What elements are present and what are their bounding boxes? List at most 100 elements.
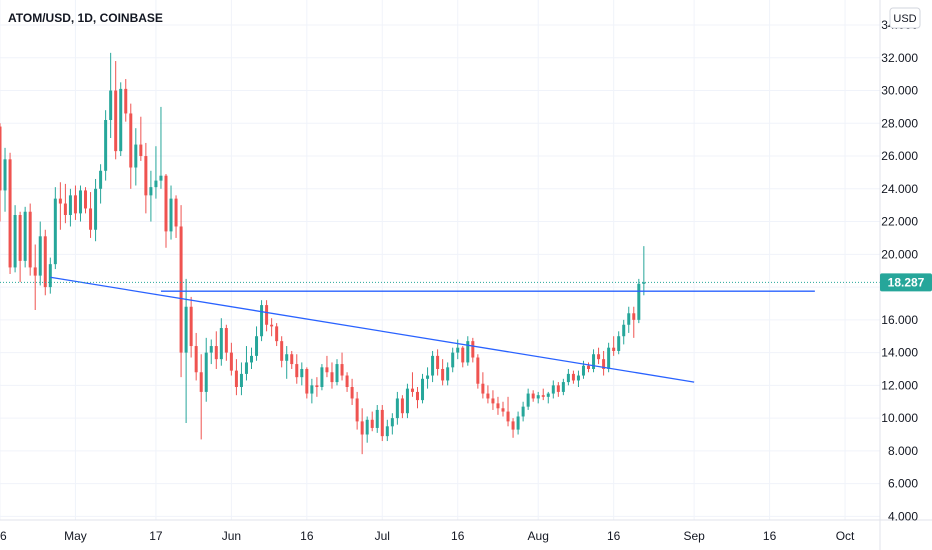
candle xyxy=(380,405,384,442)
y-tick-label: 16.000 xyxy=(881,313,918,327)
candle-body xyxy=(315,385,319,387)
candle-body xyxy=(456,347,460,353)
candle xyxy=(224,324,228,361)
candle-body xyxy=(340,364,344,376)
candle-body xyxy=(23,211,27,261)
candle-body xyxy=(179,226,183,353)
last-price-badge: 18.287 xyxy=(880,273,932,292)
candle xyxy=(149,170,153,222)
candle xyxy=(305,367,309,399)
candle xyxy=(486,385,490,404)
candle xyxy=(174,195,178,238)
candle-body xyxy=(164,175,168,232)
candle xyxy=(441,359,445,386)
candle-body xyxy=(18,215,22,261)
candle xyxy=(129,103,133,189)
candle xyxy=(295,354,299,384)
candle-body xyxy=(260,305,264,337)
candle xyxy=(234,359,238,396)
candle-body xyxy=(365,419,369,435)
candle-body xyxy=(78,190,82,214)
candle-body xyxy=(244,362,248,374)
candle-body xyxy=(566,373,570,383)
candle xyxy=(255,326,259,361)
candle xyxy=(426,367,430,389)
candle-body xyxy=(451,352,455,368)
candle xyxy=(23,206,27,268)
candle-body xyxy=(0,126,2,191)
candle xyxy=(607,342,611,373)
candle xyxy=(114,61,118,160)
x-tick-label: Jul xyxy=(375,529,390,543)
candle xyxy=(360,408,364,455)
y-tick-label: 20.000 xyxy=(881,247,918,261)
candle-body xyxy=(169,198,173,232)
candle-body xyxy=(305,368,309,394)
candle-body xyxy=(109,90,113,121)
candle-body xyxy=(310,385,314,394)
candle xyxy=(43,229,47,296)
candle xyxy=(566,368,570,386)
candle-body xyxy=(526,393,530,407)
candle xyxy=(285,346,289,379)
candle xyxy=(265,300,269,332)
candle xyxy=(617,331,621,355)
candle xyxy=(345,372,349,392)
candle-body xyxy=(597,354,601,360)
y-tick-label: 30.000 xyxy=(881,84,918,98)
y-tick-label: 6.000 xyxy=(888,477,918,491)
y-tick-label: 8.000 xyxy=(888,444,918,458)
grid xyxy=(0,0,880,520)
candle xyxy=(18,211,22,283)
candle-body xyxy=(84,190,88,209)
candle-body xyxy=(265,305,269,325)
candle-body xyxy=(405,388,409,414)
candle-body xyxy=(285,354,289,361)
candle-body xyxy=(280,341,284,361)
x-tick-label: 16 xyxy=(607,529,621,543)
candle-body xyxy=(400,398,404,414)
x-tick-label: Sep xyxy=(683,529,705,543)
candle-body xyxy=(637,283,641,320)
candle-body xyxy=(295,364,299,378)
y-tick-label: 10.000 xyxy=(881,411,918,425)
candle xyxy=(506,396,510,427)
y-tick-label: 14.000 xyxy=(881,346,918,360)
candle xyxy=(546,391,550,404)
candle-body xyxy=(436,355,440,369)
candle-body xyxy=(300,368,304,378)
candle xyxy=(63,183,67,224)
candle-body xyxy=(3,159,7,191)
candle xyxy=(99,164,103,204)
candle-body xyxy=(144,156,148,196)
candle-body xyxy=(466,341,470,363)
candle-body xyxy=(229,352,233,371)
x-axis: 16 May 17 Jun 16 Jul 16 Aug 16 Sep 16 Oct xyxy=(0,519,932,543)
x-tick-label: Jun xyxy=(222,529,241,543)
candle xyxy=(13,205,17,273)
candle-body xyxy=(426,375,430,379)
candle-body xyxy=(486,393,490,399)
candle xyxy=(461,346,465,368)
candle xyxy=(622,319,626,345)
y-tick-label: 26.000 xyxy=(881,149,918,163)
y-tick-label: 4.000 xyxy=(888,509,918,523)
currency-button[interactable]: USD xyxy=(889,7,921,29)
candle xyxy=(275,323,279,347)
candle-body xyxy=(556,385,560,392)
candle-body xyxy=(119,88,123,152)
candle xyxy=(395,391,399,425)
candle xyxy=(526,388,530,410)
candle-body xyxy=(48,264,52,288)
candle-body xyxy=(612,347,616,351)
candle xyxy=(48,257,52,294)
candle-body xyxy=(149,187,153,196)
candle-body xyxy=(8,159,12,268)
candle xyxy=(239,362,243,396)
candle xyxy=(290,350,294,369)
candle xyxy=(169,185,173,240)
last-price-label: 18.287 xyxy=(888,275,925,289)
chart-title: ATOM/USD, 1D, COINBASE xyxy=(8,11,163,25)
